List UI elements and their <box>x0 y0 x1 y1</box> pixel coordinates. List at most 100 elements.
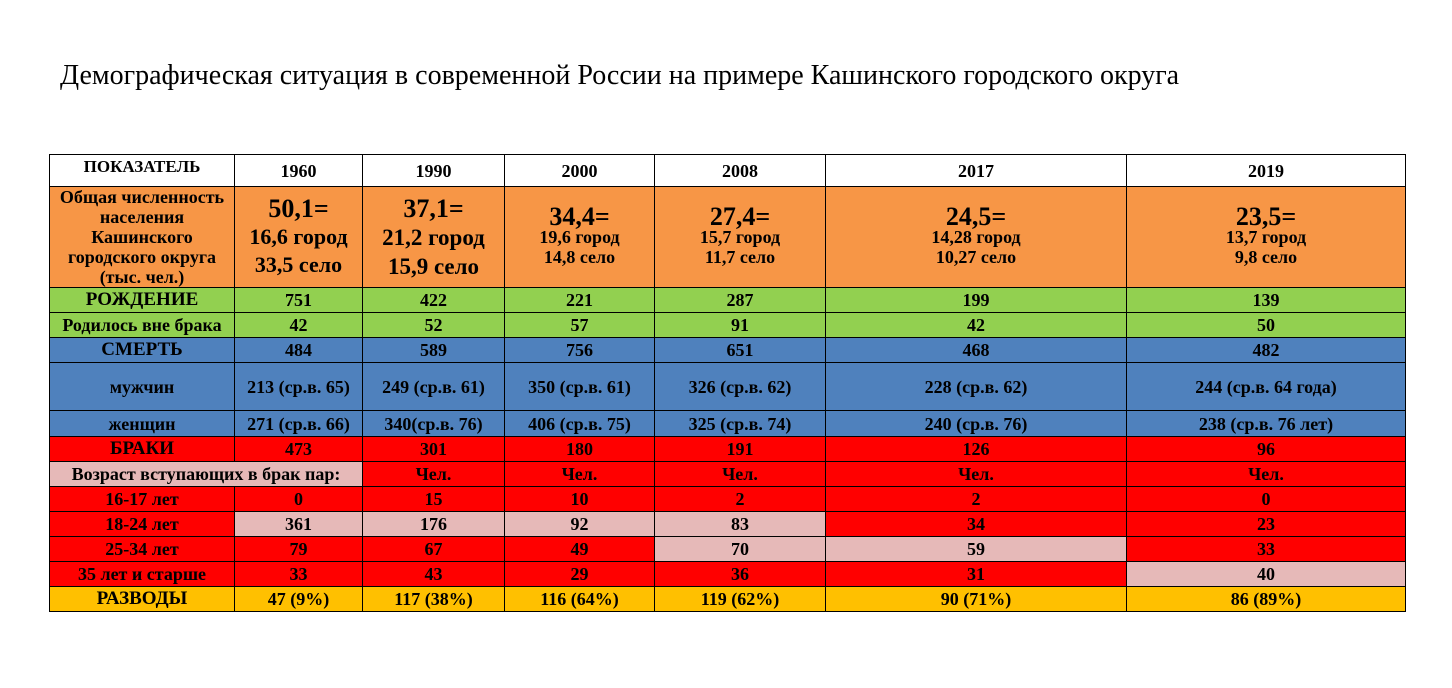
age-18-24-row: 18-24 лет 361 176 92 83 34 23 <box>49 511 1406 537</box>
marriages-value: 301 <box>362 436 505 462</box>
age-unit: Чел. <box>504 461 655 487</box>
out-of-wedlock-value: 50 <box>1126 312 1406 338</box>
population-city: 21,2 город <box>382 224 485 250</box>
population-cell: 50,1= 16,6 город 33,5 село <box>234 186 363 288</box>
population-cell: 37,1= 21,2 город 15,9 село <box>362 186 505 288</box>
age-unit: Чел. <box>1126 461 1406 487</box>
divorces-value: 90 (71%) <box>825 586 1127 612</box>
population-village: 9,8 село <box>1234 247 1298 267</box>
year-header: 1960 <box>234 154 363 187</box>
men-value: 326 (ср.в. 62) <box>654 362 826 411</box>
age-25-34-value: 33 <box>1126 536 1406 562</box>
marriages-value: 96 <box>1126 436 1406 462</box>
marriages-value: 126 <box>825 436 1127 462</box>
age-header-row: Возраст вступающих в брак пар: Чел. Чел.… <box>49 461 1406 487</box>
birth-label: РОЖДЕНИЕ <box>49 287 235 313</box>
population-village: 15,9 село <box>387 253 480 279</box>
age-unit: Чел. <box>362 461 505 487</box>
population-cell: 24,5= 14,28 город 10,27 село <box>825 186 1127 288</box>
population-cell: 23,5= 13,7 город 9,8 село <box>1126 186 1406 288</box>
age-18-24-value: 83 <box>654 511 826 537</box>
death-row: СМЕРТЬ 484 589 756 651 468 482 <box>49 337 1406 363</box>
birth-value: 287 <box>654 287 826 313</box>
age-18-24-value: 176 <box>362 511 505 537</box>
age-35plus-value: 33 <box>234 561 363 587</box>
age-25-34-value: 59 <box>825 536 1127 562</box>
divorces-label: РАЗВОДЫ <box>49 586 235 612</box>
death-label: СМЕРТЬ <box>49 337 235 363</box>
out-of-wedlock-value: 57 <box>504 312 655 338</box>
age-16-17-value: 0 <box>234 486 363 512</box>
out-of-wedlock-value: 42 <box>825 312 1127 338</box>
birth-value: 199 <box>825 287 1127 313</box>
age-25-34-value: 49 <box>504 536 655 562</box>
out-of-wedlock-row: Родилось вне брака 42 52 57 91 42 50 <box>49 312 1406 338</box>
women-value: 406 (ср.в. 75) <box>504 410 655 437</box>
age-18-24-value: 23 <box>1126 511 1406 537</box>
population-total: 23,5= <box>1235 202 1297 231</box>
men-value: 244 (ср.в. 64 года) <box>1126 362 1406 411</box>
population-village: 11,7 село <box>704 247 776 267</box>
marriages-row: БРАКИ 473 301 180 191 126 96 <box>49 436 1406 462</box>
year-header: 1990 <box>362 154 505 187</box>
population-city: 14,28 город <box>931 227 1021 247</box>
age-35plus-row: 35 лет и старше 33 43 29 36 31 40 <box>49 561 1406 587</box>
age-35plus-value: 36 <box>654 561 826 587</box>
women-row: женщин 271 (ср.в. 66) 340(ср.в. 76) 406 … <box>49 410 1406 437</box>
out-of-wedlock-value: 52 <box>362 312 505 338</box>
out-of-wedlock-label: Родилось вне брака <box>49 312 235 338</box>
population-label: Общая численность населения Кашинского г… <box>49 186 235 288</box>
out-of-wedlock-value: 91 <box>654 312 826 338</box>
women-value: 240 (ср.в. 76) <box>825 410 1127 437</box>
women-value: 340(ср.в. 76) <box>362 410 505 437</box>
age-35plus-value: 43 <box>362 561 505 587</box>
population-total: 24,5= <box>945 202 1007 231</box>
population-total: 37,1= <box>403 193 464 223</box>
birth-value: 221 <box>504 287 655 313</box>
page-title: Демографическая ситуация в современной Р… <box>60 60 1180 91</box>
death-value: 651 <box>654 337 826 363</box>
population-city: 15,7 город <box>699 227 781 247</box>
death-value: 589 <box>362 337 505 363</box>
men-value: 350 (ср.в. 61) <box>504 362 655 411</box>
age-25-34-value: 70 <box>654 536 826 562</box>
age-18-24-value: 92 <box>504 511 655 537</box>
men-value: 249 (ср.в. 61) <box>362 362 505 411</box>
age-35plus-label: 35 лет и старше <box>49 561 235 587</box>
men-value: 228 (ср.в. 62) <box>825 362 1127 411</box>
age-16-17-row: 16-17 лет 0 15 10 2 2 0 <box>49 486 1406 512</box>
year-header: 2019 <box>1126 154 1406 187</box>
birth-value: 139 <box>1126 287 1406 313</box>
population-total: 27,4= <box>709 202 771 231</box>
year-header: 2008 <box>654 154 826 187</box>
population-label-line: Кашинского <box>91 227 193 247</box>
population-cell: 27,4= 15,7 город 11,7 село <box>654 186 826 288</box>
age-25-34-value: 79 <box>234 536 363 562</box>
age-25-34-row: 25-34 лет 79 67 49 70 59 33 <box>49 536 1406 562</box>
marriages-value: 191 <box>654 436 826 462</box>
indicator-header: ПОКАЗАТЕЛЬ <box>49 154 235 187</box>
age-16-17-label: 16-17 лет <box>49 486 235 512</box>
women-value: 238 (ср.в. 76 лет) <box>1126 410 1406 437</box>
age-35plus-value: 29 <box>504 561 655 587</box>
women-value: 271 (ср.в. 66) <box>234 410 363 437</box>
population-label-line: населения <box>99 207 185 227</box>
age-16-17-value: 15 <box>362 486 505 512</box>
population-city: 16,6 город <box>249 224 348 249</box>
death-value: 482 <box>1126 337 1406 363</box>
age-unit: Чел. <box>654 461 826 487</box>
population-cell: 34,4= 19,6 город 14,8 село <box>504 186 655 288</box>
women-label: женщин <box>49 410 235 437</box>
birth-value: 751 <box>234 287 363 313</box>
divorces-row: РАЗВОДЫ 47 (9%) 117 (38%) 116 (64%) 119 … <box>49 586 1406 612</box>
marriages-value: 180 <box>504 436 655 462</box>
population-total: 50,1= <box>268 194 329 223</box>
year-header: 2017 <box>825 154 1127 187</box>
age-18-24-value: 361 <box>234 511 363 537</box>
divorces-value: 86 (89%) <box>1126 586 1406 612</box>
death-value: 468 <box>825 337 1127 363</box>
men-value: 213 (ср.в. 65) <box>234 362 363 411</box>
men-label: мужчин <box>49 362 235 411</box>
population-city: 19,6 город <box>539 227 620 247</box>
death-value: 484 <box>234 337 363 363</box>
